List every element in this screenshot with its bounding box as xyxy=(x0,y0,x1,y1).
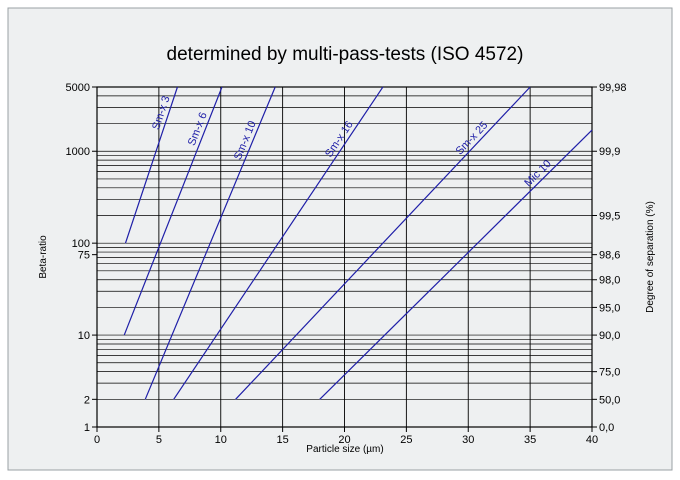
x-tick-label: 20 xyxy=(338,434,350,446)
y2-tick-label: 95,0 xyxy=(599,302,620,314)
x-tick-label: 10 xyxy=(215,434,227,446)
y2-tick-label: 0,0 xyxy=(599,422,614,434)
y-tick-label: 100 xyxy=(72,238,90,250)
chart-title: determined by multi-pass-tests (ISO 4572… xyxy=(167,44,524,65)
x-tick-label: 30 xyxy=(462,434,474,446)
x-tick-label: 40 xyxy=(586,434,598,446)
series-line xyxy=(144,86,276,400)
y-tick-label: 1 xyxy=(84,422,90,434)
panel xyxy=(7,7,673,471)
y-tick-label: 2 xyxy=(84,394,90,406)
y2-tick-label: 50,0 xyxy=(599,394,620,406)
series-line xyxy=(123,86,223,336)
series-line xyxy=(235,86,531,400)
y2-tick-label: 98,6 xyxy=(599,250,620,262)
y2-tick-label: 99,5 xyxy=(599,210,620,222)
x-tick-label: 15 xyxy=(277,434,289,446)
y2-tick-label: 75,0 xyxy=(599,367,620,379)
y-tick-label: 1000 xyxy=(66,146,90,158)
y-tick-label: 5000 xyxy=(66,82,90,94)
x-tick-label: 5 xyxy=(156,434,162,446)
x-tick-label: 25 xyxy=(400,434,412,446)
y2-tick-label: 90,0 xyxy=(599,330,620,342)
series-line xyxy=(173,86,384,400)
series-line xyxy=(124,86,179,244)
y-tick-label: 10 xyxy=(78,330,90,342)
y-tick-label: 75 xyxy=(78,250,90,262)
series-line xyxy=(319,129,593,400)
y2-tick-label: 98,0 xyxy=(599,275,620,287)
y-axis-label: Beta-ratio xyxy=(38,235,49,279)
y2-tick-label: 99,98 xyxy=(599,82,627,94)
x-tick-label: 0 xyxy=(94,434,100,446)
plot-frame xyxy=(96,86,593,428)
y2-tick-label: 99,9 xyxy=(599,146,620,158)
x-tick-label: 35 xyxy=(524,434,536,446)
x-axis-label: Particle size (µm) xyxy=(306,444,383,455)
y2-axis-label: Degree of separation (%) xyxy=(645,201,656,313)
